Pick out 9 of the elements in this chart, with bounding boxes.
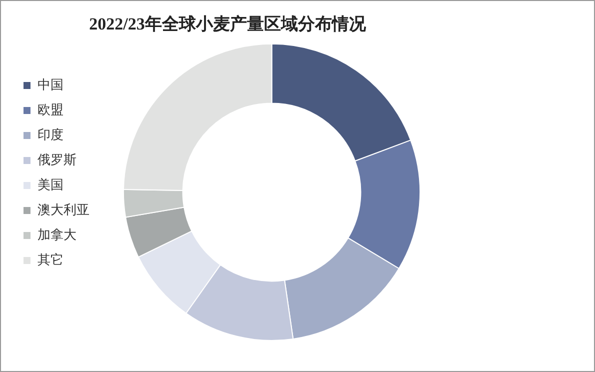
chart-title: 2022/23年全球小麦产量区域分布情况 bbox=[89, 14, 367, 34]
legend-label: 欧盟 bbox=[38, 102, 64, 118]
legend-label: 中国 bbox=[38, 78, 64, 93]
legend-label: 印度 bbox=[38, 126, 64, 143]
legend-label: 俄罗斯 bbox=[38, 152, 76, 168]
legend-label: 澳大利亚 bbox=[38, 202, 90, 218]
legend-label: 加拿大 bbox=[38, 228, 76, 243]
legend-label: 美国 bbox=[38, 176, 64, 193]
legend-label: 其它 bbox=[38, 252, 64, 268]
